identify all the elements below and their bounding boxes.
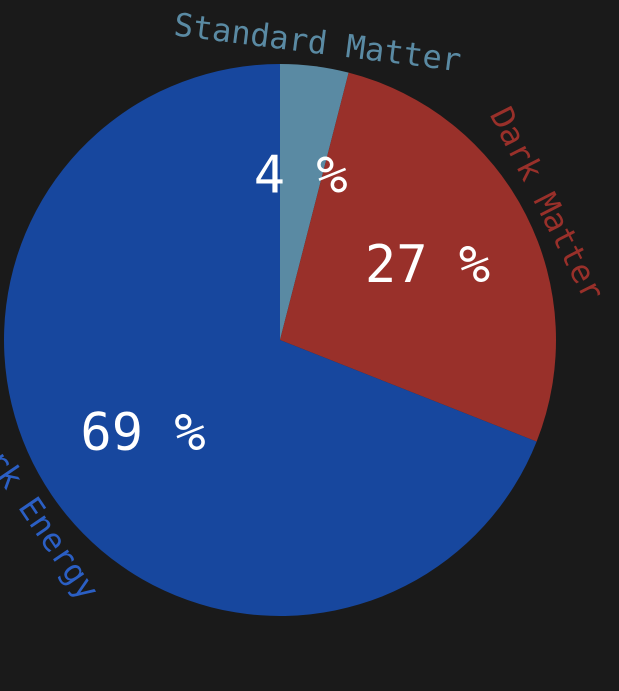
pie-slice-standard-matter — [280, 64, 349, 340]
pie-value-label-dark-matter: 27 % — [365, 235, 490, 295]
pie-value-label-dark-energy: 69 % — [80, 403, 205, 463]
pie-slice-dark-energy — [4, 64, 537, 616]
pie-value-label-standard-matter: 4 % — [254, 146, 348, 206]
pie-slices — [4, 64, 556, 616]
pie-slice-dark-matter — [280, 72, 556, 442]
